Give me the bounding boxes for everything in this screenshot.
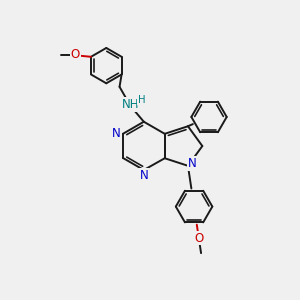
Text: O: O [70,48,80,61]
Text: N: N [140,169,148,182]
Text: O: O [194,232,203,244]
Text: H: H [138,94,146,104]
Text: N: N [188,157,197,170]
Text: NH: NH [122,98,139,111]
Text: N: N [112,127,121,140]
